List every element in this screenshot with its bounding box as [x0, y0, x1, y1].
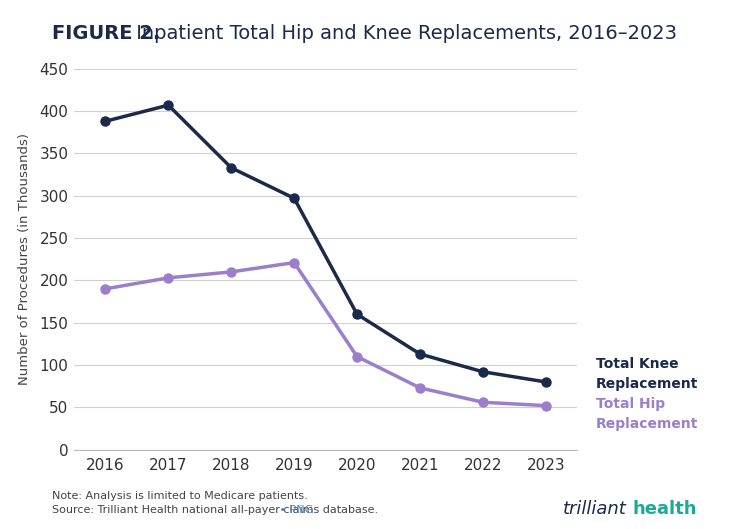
Text: Replacement: Replacement — [596, 378, 698, 391]
Text: FIGURE 2.: FIGURE 2. — [52, 24, 160, 43]
Text: health: health — [633, 500, 697, 518]
Text: • PNG: • PNG — [276, 505, 313, 515]
Text: trilliant: trilliant — [562, 500, 626, 518]
Text: Source: Trilliant Health national all-payer claims database.: Source: Trilliant Health national all-pa… — [52, 505, 378, 515]
Text: Inpatient Total Hip and Knee Replacements, 2016–2023: Inpatient Total Hip and Knee Replacement… — [130, 24, 676, 43]
Text: Total Knee: Total Knee — [596, 358, 679, 371]
Text: Note: Analysis is limited to Medicare patients.: Note: Analysis is limited to Medicare pa… — [52, 491, 308, 501]
Text: Replacement: Replacement — [596, 417, 698, 431]
Text: Total Hip: Total Hip — [596, 397, 665, 411]
Y-axis label: Number of Procedures (in Thousands): Number of Procedures (in Thousands) — [18, 133, 31, 385]
